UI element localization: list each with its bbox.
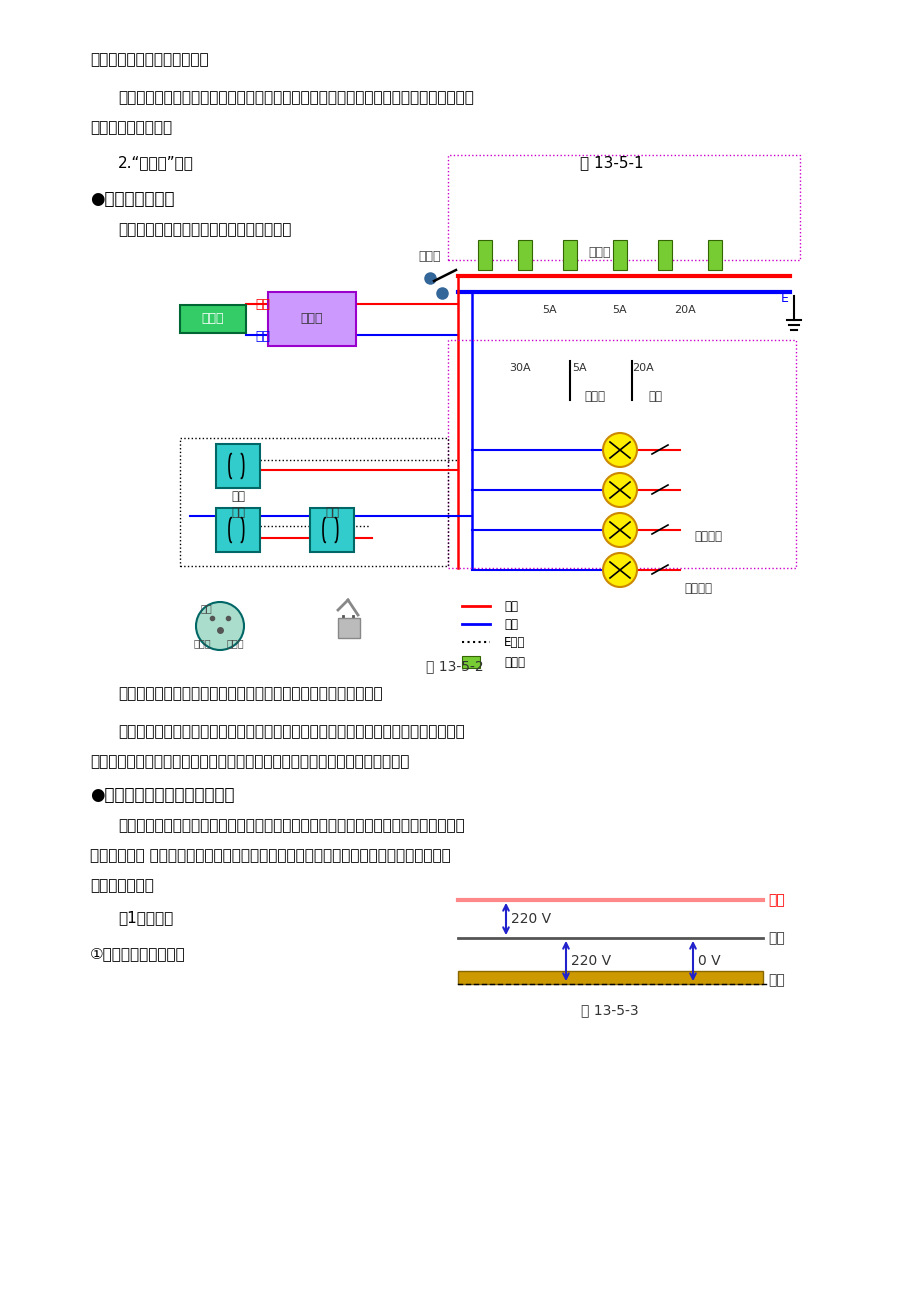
Text: 插座: 插座 <box>324 506 338 519</box>
Text: 接零线: 接零线 <box>193 638 210 648</box>
Bar <box>657 240 671 270</box>
Text: 总开关: 总开关 <box>418 250 441 263</box>
Text: 零线: 零线 <box>504 617 517 630</box>
Text: 学生思考：为什么它们要按这个顺序安装？它们各自的功能是什么？（测量家庭消耗的: 学生思考：为什么它们要按这个顺序安装？它们各自的功能是什么？（测量家庭消耗的 <box>118 724 464 740</box>
Bar <box>180 305 245 333</box>
Text: 双向开关: 双向开关 <box>683 582 711 595</box>
Circle shape <box>602 434 636 467</box>
Text: 图 13-5-2: 图 13-5-2 <box>425 659 483 673</box>
Text: ●家庭电路的组成: ●家庭电路的组成 <box>90 190 175 208</box>
Text: 图 13-5-1: 图 13-5-1 <box>579 155 643 171</box>
Text: 接地: 接地 <box>200 603 211 613</box>
Bar <box>310 508 354 552</box>
Text: 5A: 5A <box>612 305 627 315</box>
Text: （1）进户线: （1）进户线 <box>118 910 173 924</box>
Text: 电能表: 电能表 <box>301 312 323 326</box>
Text: E: E <box>780 292 789 305</box>
Text: 进户线: 进户线 <box>201 312 224 326</box>
Text: 火线: 火线 <box>504 599 517 612</box>
Bar <box>478 240 492 270</box>
Bar <box>216 508 260 552</box>
Bar <box>216 444 260 488</box>
Bar <box>562 240 576 270</box>
Bar <box>448 340 795 568</box>
Text: ●家庭电路中各部的功能和作用: ●家庭电路中各部的功能和作用 <box>90 786 234 805</box>
Text: 照明线路: 照明线路 <box>693 530 721 543</box>
Text: 保险盒: 保险盒 <box>504 655 525 668</box>
Text: 电能、控制整个电路的接通和切断、保险的作用、照明等、给移动用电器供电）: 电能、控制整个电路的接通和切断、保险的作用、照明等、给移动用电器供电） <box>90 754 409 769</box>
Bar <box>517 240 531 270</box>
Text: 空调: 空调 <box>647 389 662 402</box>
Text: 接火线: 接火线 <box>226 638 244 648</box>
Text: 说明家庭电路必须按照一定的规范、一定的顺序、一定的方式连接，才能实现各种功能，: 说明家庭电路必须按照一定的规范、一定的顺序、一定的方式连接，才能实现各种功能， <box>118 90 473 105</box>
Text: 学生产生兴趣 再采用问答的方式，讲解各部分的功能作用。如果学生有疑问，则通过演示: 学生产生兴趣 再采用问答的方式，讲解各部分的功能作用。如果学生有疑问，则通过演示 <box>90 848 450 863</box>
Text: 火线: 火线 <box>767 893 784 907</box>
Circle shape <box>602 473 636 506</box>
Text: ①我国家庭电路的电压: ①我国家庭电路的电压 <box>90 947 186 961</box>
Text: 学生观察电能表、总开关、用户保险、用电器和插座的先后次序。: 学生观察电能表、总开关、用户保险、用电器和插座的先后次序。 <box>118 686 382 700</box>
Bar <box>267 292 356 346</box>
Circle shape <box>196 602 244 650</box>
Bar <box>448 155 800 260</box>
Text: 图 13-5-3: 图 13-5-3 <box>581 1003 638 1017</box>
Text: 零线: 零线 <box>255 329 270 342</box>
Text: 2.“知识点”教学: 2.“知识点”教学 <box>118 155 194 171</box>
Text: 才能保证用电安全。: 才能保证用电安全。 <box>90 120 172 135</box>
Text: 用示教板展示家庭电路的整体结构和分布：: 用示教板展示家庭电路的整体结构和分布： <box>118 223 291 237</box>
Bar <box>461 656 480 668</box>
Circle shape <box>602 553 636 587</box>
Text: E地线: E地线 <box>504 635 525 648</box>
Bar <box>180 437 448 566</box>
Text: 220 V: 220 V <box>571 954 610 967</box>
Bar <box>708 240 721 270</box>
Text: 连接行吗？会出现什么问题？: 连接行吗？会出现什么问题？ <box>90 52 209 66</box>
Text: 220 V: 220 V <box>510 911 550 926</box>
Bar <box>337 618 359 638</box>
Text: 20A: 20A <box>674 305 695 315</box>
Text: 0 V: 0 V <box>698 954 720 967</box>
Circle shape <box>602 513 636 547</box>
Text: 实验加以说明。: 实验加以说明。 <box>90 878 153 893</box>
Text: 大地: 大地 <box>767 973 784 987</box>
Text: 插座: 插座 <box>231 506 244 519</box>
Bar <box>458 971 762 984</box>
Text: 20A: 20A <box>631 363 653 372</box>
Text: 零线: 零线 <box>767 931 784 945</box>
Text: 插座: 插座 <box>231 490 244 503</box>
Text: 热水器: 热水器 <box>584 389 605 402</box>
Bar <box>612 240 627 270</box>
Text: 以下教学过程主要是展示实物并演示，让学生以亲身体验，置身于环境中去，进一步使: 以下教学过程主要是展示实物并演示，让学生以亲身体验，置身于环境中去，进一步使 <box>118 818 464 833</box>
Text: 5A: 5A <box>572 363 586 372</box>
Text: 供电箱: 供电箱 <box>588 246 610 259</box>
Text: 火线: 火线 <box>255 297 270 310</box>
Text: 30A: 30A <box>508 363 530 372</box>
Text: 5A: 5A <box>542 305 557 315</box>
